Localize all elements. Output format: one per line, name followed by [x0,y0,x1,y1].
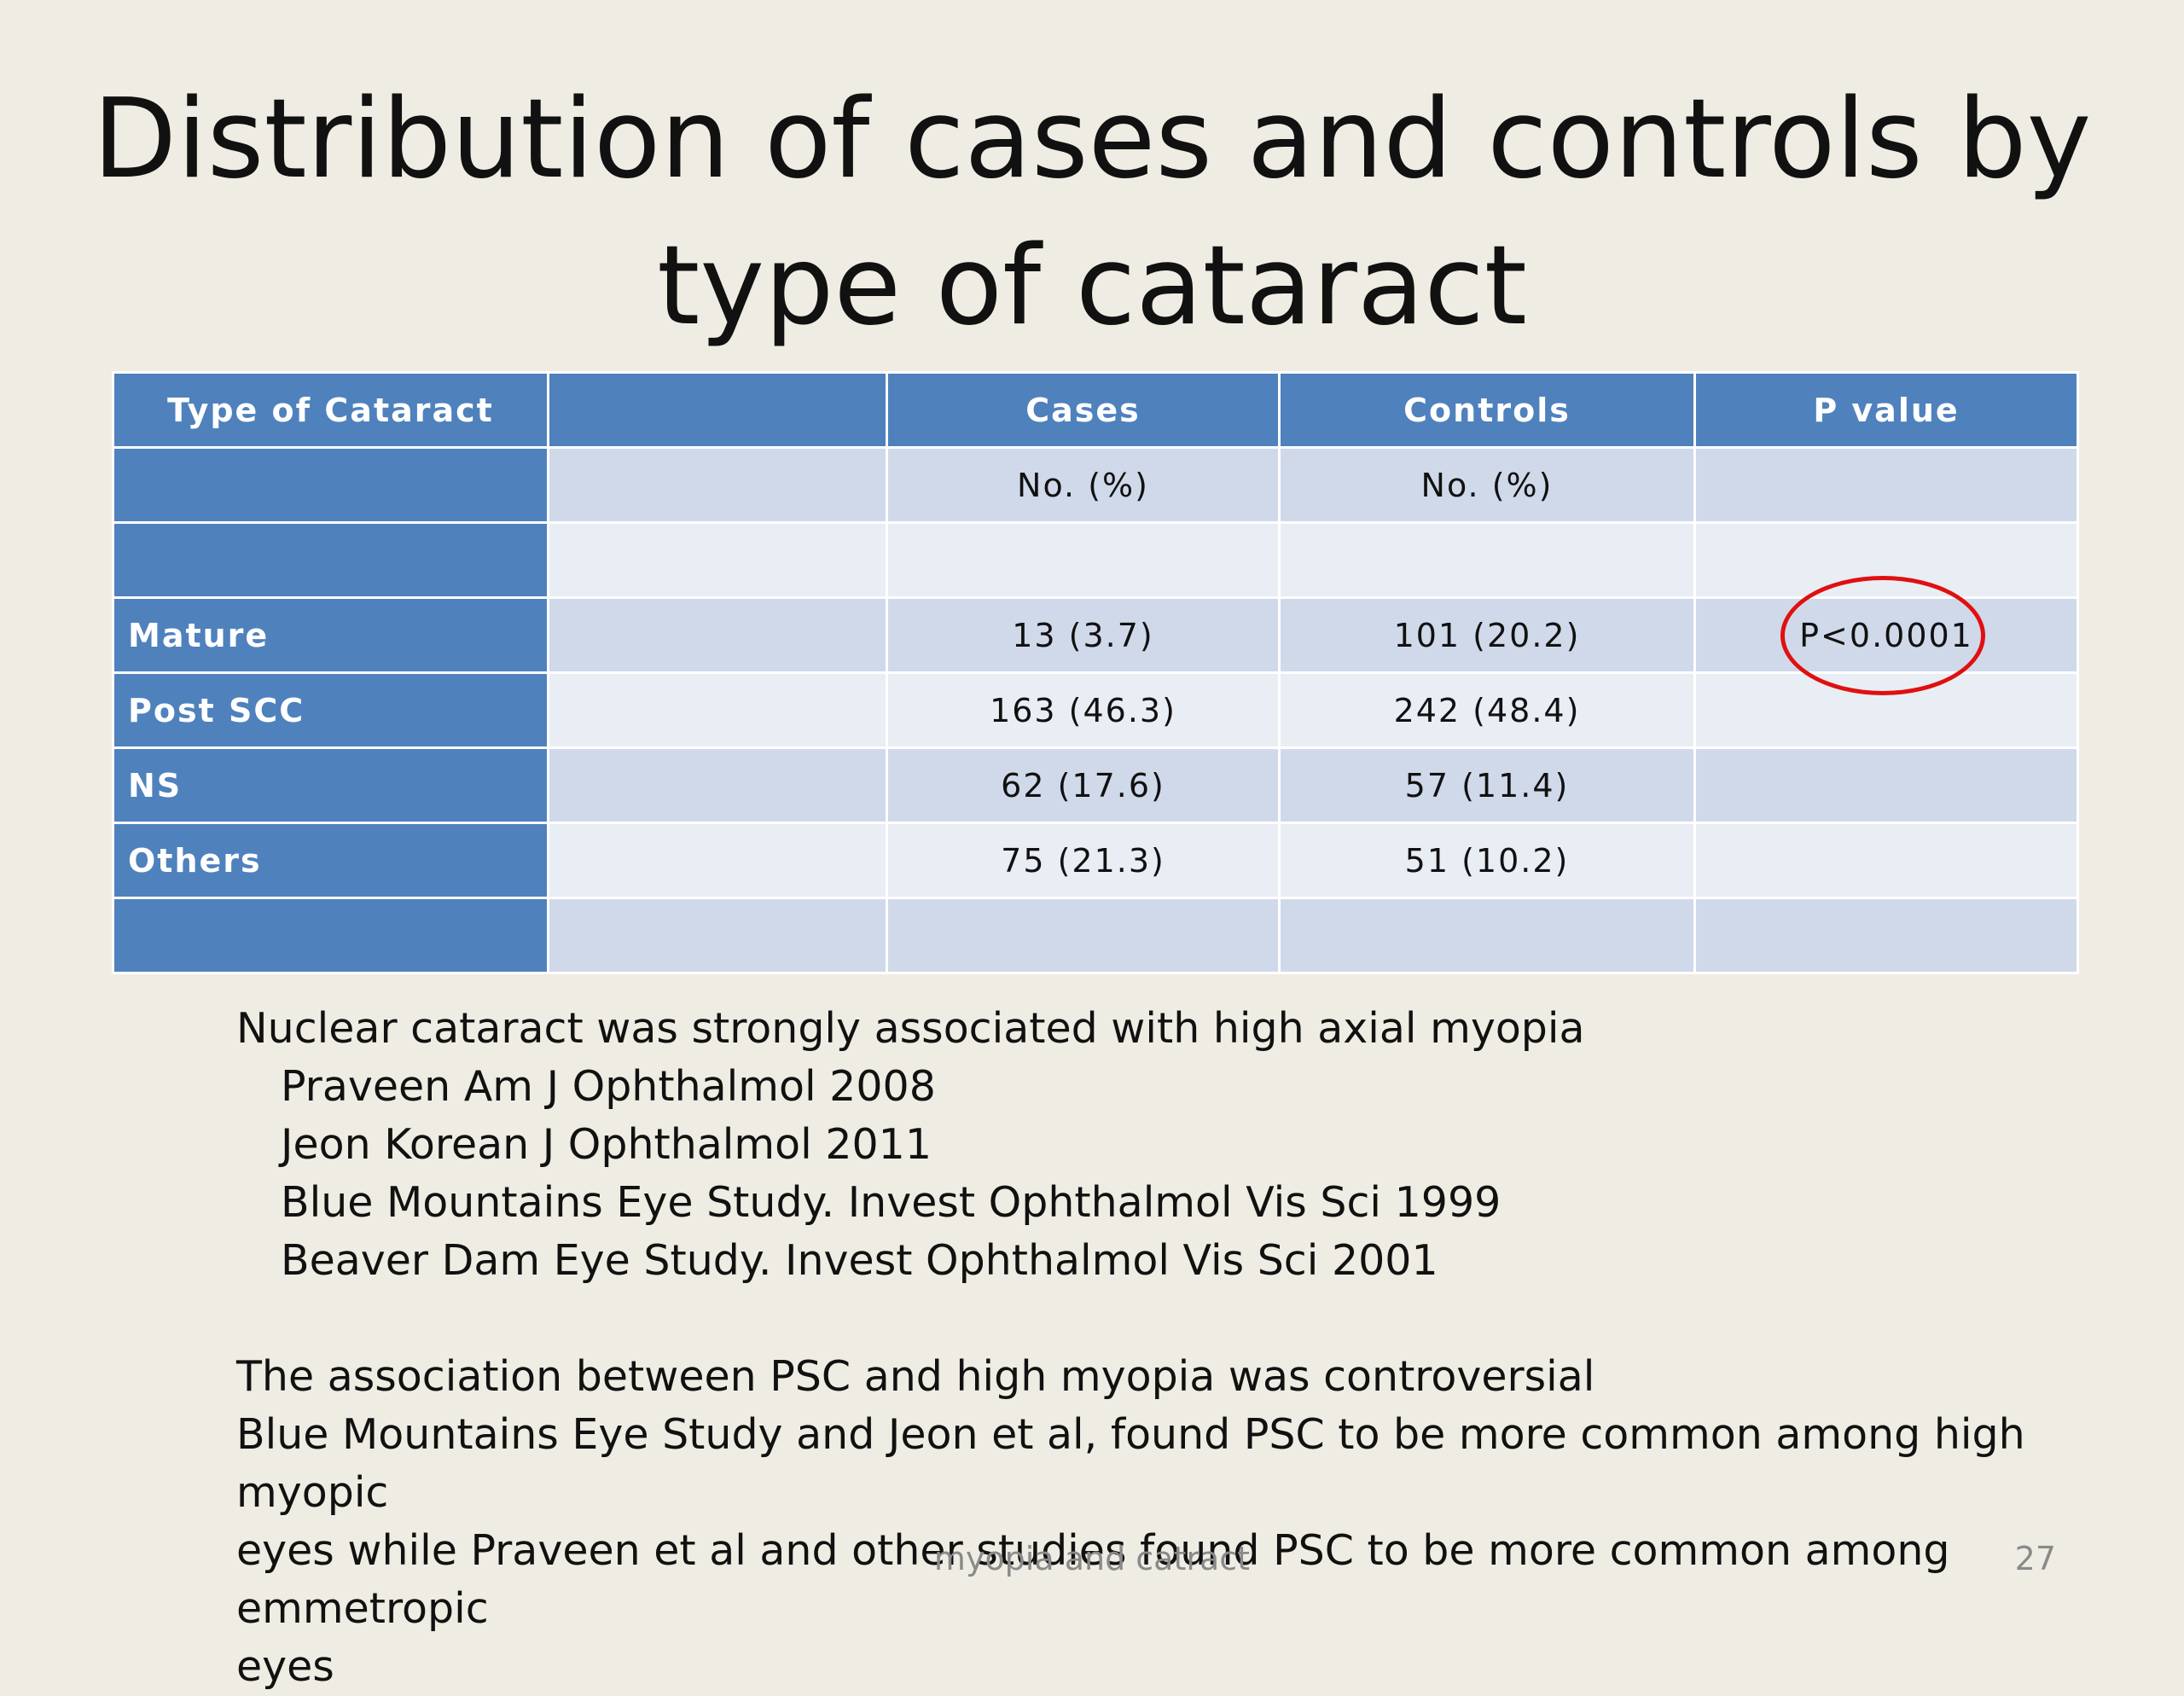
row-type-mature: Mature [112,596,549,674]
table-cell [547,897,888,974]
title-line-2: type of cataract [657,223,1527,350]
row-type-post-scc: Post SCC [112,671,549,749]
header-blank [547,371,888,449]
cases-value: 62 (17.6) [886,746,1281,824]
table-cell [547,822,888,899]
table-subheader-row: No. (%) No. (%) [112,446,2079,524]
table-cell [547,746,888,824]
footer-text: myopia and catract [933,1540,1251,1577]
pvalue-cell [1693,822,2079,899]
notes-line: eyes [236,1642,334,1691]
controls-value: 57 (11.4) [1278,746,1696,824]
table-cell [112,897,549,974]
controls-value: 101 (20.2) [1278,596,1696,674]
highlight-circle [1780,575,1985,695]
notes-line: The association between PSC and high myo… [236,1352,1595,1401]
page-number: 27 [2014,1540,2056,1577]
header-pvalue: P value [1693,371,2079,449]
table-row: Post SCC 163 (46.3) 242 (48.4) [112,671,2079,749]
table-empty-row [112,521,2079,599]
title-line-1: Distribution of cases and controls by [92,76,2092,203]
controls-value: 242 (48.4) [1278,671,1696,749]
table-cell [1693,897,2079,974]
header-cases: Cases [886,371,1281,449]
cases-value: 75 (21.3) [886,822,1281,899]
subheader-type [112,446,549,524]
notes-line: eyes while Praveen et al and other studi… [236,1526,1950,1633]
row-type-ns: NS [112,746,549,824]
cases-value: 163 (46.3) [886,671,1281,749]
cataract-table: Type of Cataract Cases Controls P value … [112,371,2079,974]
table-header-row: Type of Cataract Cases Controls P value [112,371,2079,449]
spacer [236,1290,2139,1348]
pvalue-cell [1693,746,2079,824]
table-row: NS 62 (17.6) 57 (11.4) [112,746,2079,824]
subheader-blank [547,446,888,524]
table-cell [886,521,1281,599]
notes-text: Nuclear cataract was strongly associated… [236,1000,2139,1696]
reference-item: Jeon Korean J Ophthalmol 2011 [281,1120,932,1169]
slide: Distribution of cases and controls by ty… [0,67,2184,1691]
reference-item: Praveen Am J Ophthalmol 2008 [281,1062,936,1111]
table-cell [112,521,549,599]
controls-value: 51 (10.2) [1278,822,1696,899]
header-type: Type of Cataract [112,371,549,449]
subheader-controls: No. (%) [1278,446,1696,524]
notes-line: Blue Mountains Eye Study and Jeon et al,… [236,1410,2025,1517]
row-type-others: Others [112,822,549,899]
table-cell [1278,897,1696,974]
reference-item: Beaver Dam Eye Study. Invest Ophthalmol … [281,1236,1438,1285]
cases-value: 13 (3.7) [886,596,1281,674]
table-cell [547,596,888,674]
subheader-cases: No. (%) [886,446,1281,524]
table-cell [886,897,1281,974]
notes-line: Nuclear cataract was strongly associated… [236,1004,1585,1053]
table-cell [1278,521,1696,599]
table-cell [547,521,888,599]
reference-item: Blue Mountains Eye Study. Invest Ophthal… [281,1178,1502,1227]
table-row: Others 75 (21.3) 51 (10.2) [112,822,2079,899]
subheader-pvalue [1693,446,2079,524]
table-empty-row [112,897,2079,974]
table-row: Mature 13 (3.7) 101 (20.2) P<0.0001 [112,575,2079,695]
header-controls: Controls [1278,371,1696,449]
pvalue-cell: P<0.0001 [1693,575,2079,695]
slide-title: Distribution of cases and controls by ty… [0,67,2184,360]
table-cell [547,671,888,749]
